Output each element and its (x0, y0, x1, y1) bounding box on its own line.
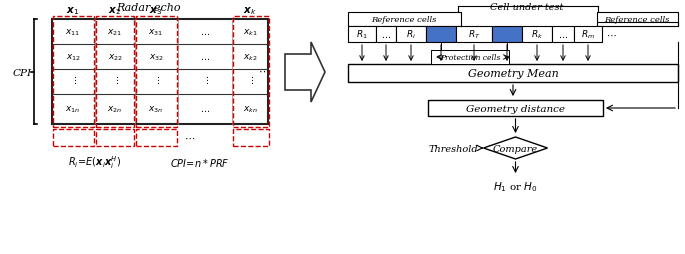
Text: $\vdots$: $\vdots$ (201, 74, 208, 86)
Text: $\cdots$: $\cdots$ (184, 133, 196, 142)
Text: Protection cells: Protection cells (440, 54, 500, 62)
Text: $\boldsymbol{x}_3$: $\boldsymbol{x}_3$ (149, 5, 162, 17)
Bar (136, 130, 177, 146)
Bar (348, 13, 461, 27)
Text: $\cdots$: $\cdots$ (200, 105, 210, 114)
Text: $\cdots$: $\cdots$ (381, 30, 391, 39)
Bar (552, 27, 574, 43)
Text: $\cdots$: $\cdots$ (200, 53, 210, 62)
Text: $x_{11}$: $x_{11}$ (66, 27, 81, 38)
Text: $R_n$: $R_n$ (245, 131, 258, 145)
Bar (136, 17, 177, 128)
Bar (426, 27, 456, 43)
Text: Compare: Compare (493, 144, 538, 153)
Bar (233, 130, 269, 146)
Text: $x_{21}$: $x_{21}$ (108, 27, 123, 38)
Text: $R_m$: $R_m$ (581, 29, 595, 41)
Bar (96, 130, 134, 146)
Text: $CPI\!=\!n*PRF$: $CPI\!=\!n*PRF$ (170, 156, 229, 168)
Bar (396, 27, 426, 43)
Text: Reference cells: Reference cells (604, 16, 670, 24)
Text: Geometry Mean: Geometry Mean (468, 69, 558, 79)
Bar (428, 101, 603, 117)
Bar (574, 27, 602, 43)
Text: $\cdots$: $\cdots$ (606, 30, 616, 39)
Polygon shape (484, 137, 547, 159)
Text: $R_1$: $R_1$ (356, 29, 368, 41)
Text: $x_{k2}$: $x_{k2}$ (242, 52, 258, 62)
Text: $x_{1n}$: $x_{1n}$ (65, 104, 81, 115)
Text: $x_{32}$: $x_{32}$ (149, 52, 164, 62)
Text: $x_{3n}$: $x_{3n}$ (149, 104, 164, 115)
Text: $x_{k1}$: $x_{k1}$ (242, 27, 258, 38)
Bar (96, 17, 134, 128)
Text: $x_{12}$: $x_{12}$ (66, 52, 81, 62)
Text: $R_T$: $R_T$ (468, 29, 480, 41)
Text: $\vdots$: $\vdots$ (153, 74, 160, 86)
Bar (52, 20, 268, 124)
Bar (53, 130, 94, 146)
Text: $R_1$: $R_1$ (67, 131, 79, 145)
Bar (492, 27, 522, 43)
Text: $\boldsymbol{x}_2$: $\boldsymbol{x}_2$ (108, 5, 121, 17)
Text: $R_3$: $R_3$ (150, 131, 163, 145)
Text: $\boldsymbol{x}_k$: $\boldsymbol{x}_k$ (243, 5, 257, 17)
Text: Geometry distance: Geometry distance (466, 104, 565, 113)
Text: Reference cells: Reference cells (371, 16, 436, 24)
Text: $\boldsymbol{x}_1$: $\boldsymbol{x}_1$ (66, 5, 79, 17)
Text: $R_i\!=\!E(\boldsymbol{x}_i\boldsymbol{x}_i^H)$: $R_i\!=\!E(\boldsymbol{x}_i\boldsymbol{x… (68, 154, 121, 171)
Text: $x_{31}$: $x_{31}$ (149, 27, 164, 38)
Bar (348, 27, 376, 43)
Bar (53, 17, 94, 128)
Text: $x_{22}$: $x_{22}$ (108, 52, 123, 62)
Text: Radar echo: Radar echo (116, 3, 180, 13)
Bar (376, 27, 396, 43)
Text: $\cdots$: $\cdots$ (558, 30, 568, 39)
Text: $x_{2n}$: $x_{2n}$ (108, 104, 123, 115)
Bar (597, 13, 678, 27)
Text: CPI: CPI (12, 68, 32, 77)
Text: $R_2$: $R_2$ (109, 131, 121, 145)
Text: $\cdots$: $\cdots$ (200, 28, 210, 37)
Bar (431, 51, 509, 65)
Bar (348, 65, 678, 83)
Text: $R_k$: $R_k$ (531, 29, 543, 41)
Text: $\cdots$: $\cdots$ (258, 66, 270, 76)
Text: $\vdots$: $\vdots$ (247, 74, 253, 86)
Text: $\vdots$: $\vdots$ (70, 74, 77, 86)
Text: $x_{kn}$: $x_{kn}$ (242, 104, 258, 115)
Text: Threshold: Threshold (429, 144, 479, 153)
Text: $\vdots$: $\vdots$ (112, 74, 119, 86)
Bar (456, 27, 492, 43)
Text: Cell under test: Cell under test (490, 3, 564, 12)
Text: $\cdots$: $\cdots$ (155, 129, 165, 137)
Polygon shape (285, 43, 325, 103)
Text: $R_i$: $R_i$ (406, 29, 416, 41)
Text: $H_1$ or $H_0$: $H_1$ or $H_0$ (493, 179, 538, 193)
Bar (233, 17, 269, 128)
Bar (522, 27, 552, 43)
